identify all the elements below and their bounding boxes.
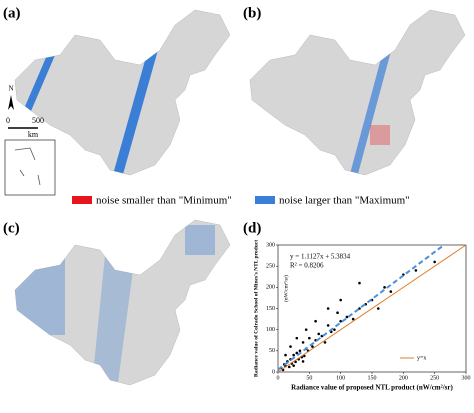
scale-unit: km (28, 130, 39, 139)
legend-label: y=x (417, 355, 426, 361)
point (376, 307, 380, 310)
fit-equation: y = 1.1127x + 5.3834 (290, 253, 351, 261)
point (295, 351, 299, 355)
x-tick-label: 0 (277, 375, 280, 381)
north: N (8, 85, 13, 93)
panel-label: (d) (243, 220, 261, 236)
y-tick-label: 250 (266, 264, 275, 270)
x-tick-label: 100 (336, 375, 345, 381)
point (383, 286, 386, 289)
point (326, 324, 330, 327)
x-tick-label: 250 (430, 375, 439, 381)
point (298, 349, 302, 353)
point (314, 319, 317, 323)
point (351, 317, 355, 321)
point (339, 319, 342, 323)
x-tick-label: 300 (462, 375, 471, 381)
fit-r2: R² = 0.8206 (290, 262, 324, 270)
x-tick-label: 50 (306, 375, 312, 381)
scale-tick: 500 (32, 116, 44, 125)
y-tick-label: 200 (266, 285, 275, 291)
point (292, 364, 295, 367)
point (294, 360, 297, 364)
panel-label: (a) (3, 5, 21, 21)
point (301, 360, 305, 363)
point (304, 328, 308, 331)
point (289, 345, 292, 348)
fit-line (277, 244, 445, 371)
point (323, 341, 327, 344)
point (303, 354, 306, 358)
y-axis-unit: (nW/cm²/sr) (282, 275, 289, 302)
y-axis-label: Radiance value of Colrado School of Mine… (253, 240, 259, 377)
point (336, 311, 339, 315)
y-tick-label: 0 (272, 369, 275, 375)
point (345, 315, 349, 319)
point (333, 328, 336, 331)
point (317, 332, 321, 336)
scale-tick: 0 (6, 116, 10, 125)
point (389, 290, 393, 293)
legend-label: noise larger than "Maximum" (279, 195, 410, 207)
x-tick-label: 200 (399, 375, 408, 381)
x-tick-label: 150 (368, 375, 377, 381)
y-tick-label: 150 (266, 306, 275, 312)
point (311, 345, 314, 348)
point (314, 338, 317, 342)
inset: N 0 500 km (4, 85, 56, 196)
point (287, 365, 291, 369)
point (326, 307, 330, 310)
map-a (14, 9, 231, 176)
y-tick-label: 50 (269, 348, 275, 354)
scatter-plot: 0 50 100 150 200 250 300 0 50 100 150 200 250 300 y = … (253, 240, 470, 392)
y-tick-label: 300 (266, 242, 275, 248)
map-c (14, 219, 231, 386)
point (433, 260, 436, 264)
point (339, 298, 342, 302)
legend-label: noise smaller than "Minimum" (96, 195, 232, 207)
point (284, 353, 287, 357)
point (308, 336, 311, 340)
x-axis-label: Radiance value of proposed NTL product (… (291, 384, 453, 392)
point (414, 269, 418, 272)
panel-label: (c) (3, 220, 20, 236)
point (358, 281, 361, 285)
map-b (249, 9, 466, 176)
point (292, 353, 295, 357)
point (295, 336, 299, 340)
point (301, 341, 305, 344)
y-tick-label: 100 (266, 327, 275, 333)
panel-label: (b) (243, 5, 261, 21)
reference-line (277, 244, 467, 373)
legend: noise smaller than "Minimum" noise large… (72, 195, 410, 207)
